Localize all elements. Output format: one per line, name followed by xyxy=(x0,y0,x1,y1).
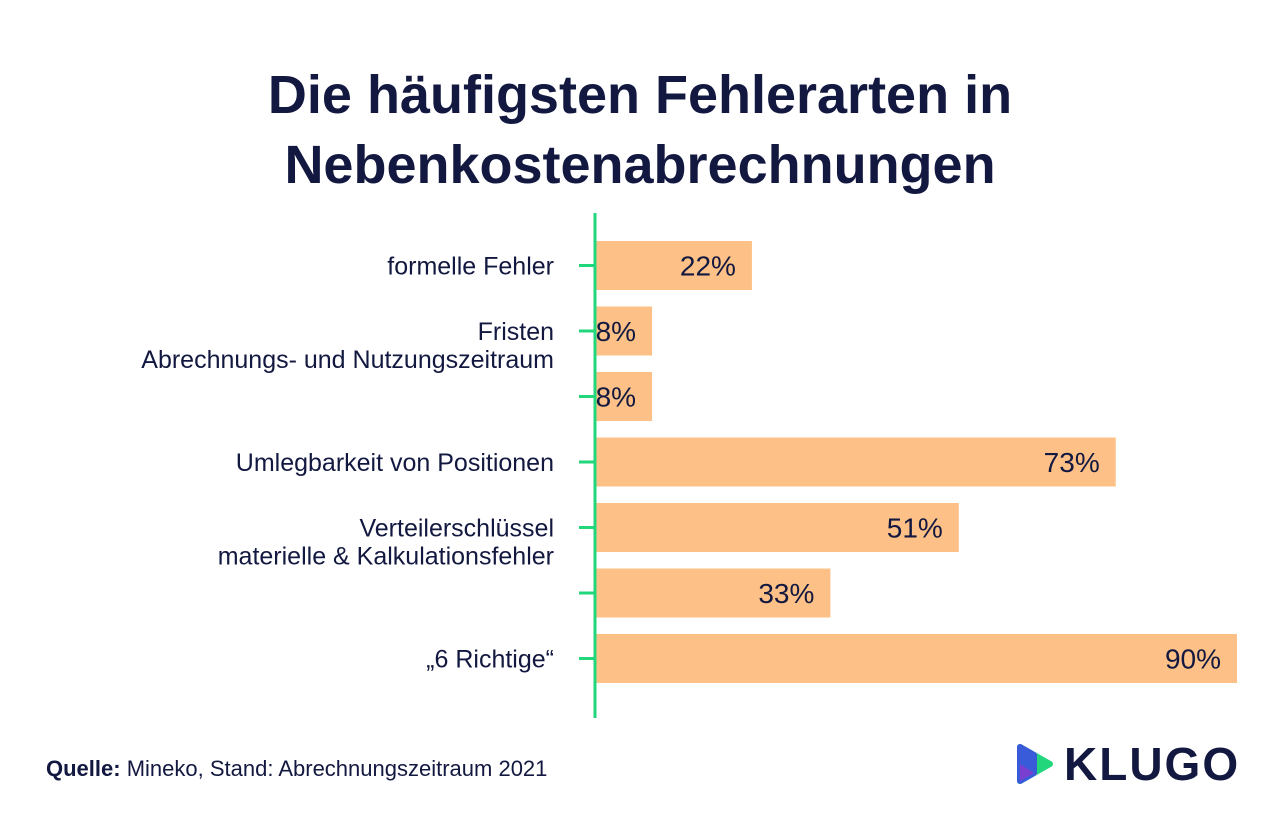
category-label: materielle & Kalkulationsfehler xyxy=(218,543,554,571)
chart-title: Die häufigsten Fehlerarten in Nebenkoste… xyxy=(0,60,1280,200)
category-label: Abrechnungs- und Nutzungszeitraum xyxy=(141,346,554,374)
data-label: 8% xyxy=(596,316,636,347)
data-label: 73% xyxy=(1044,447,1100,478)
bar xyxy=(595,372,653,421)
bar xyxy=(595,306,653,356)
source-label: Quelle: xyxy=(46,756,121,781)
bar xyxy=(595,241,752,290)
klugo-play-icon xyxy=(1017,744,1053,784)
bar xyxy=(595,568,831,618)
bar xyxy=(595,503,959,552)
category-label: „6 Richtige“ xyxy=(426,646,554,674)
category-label: formelle Fehler xyxy=(387,253,554,281)
data-label: 8% xyxy=(596,382,636,413)
data-label: 90% xyxy=(1165,644,1221,675)
chart-title-line-1: Die häufigsten Fehlerarten in xyxy=(267,65,1013,125)
source-note: Quelle: Mineko, Stand: Abrechnungszeitra… xyxy=(46,756,547,782)
category-label: Umlegbarkeit von Positionen xyxy=(236,449,554,477)
data-label: 51% xyxy=(887,513,943,544)
logo-text: KLUGO xyxy=(1064,738,1241,790)
source-text: Mineko, Stand: Abrechnungszeitraum 2021 xyxy=(120,756,548,781)
chart-title-line-2: Nebenkostenabrechnungen xyxy=(284,135,996,195)
data-label: 22% xyxy=(680,251,736,282)
bar xyxy=(595,437,1116,487)
bar xyxy=(595,634,1237,683)
data-label: 33% xyxy=(758,578,814,609)
klugo-logo: KLUGO xyxy=(1016,736,1240,792)
category-label: Verteilerschlüssel xyxy=(359,515,554,543)
category-label: Fristen xyxy=(478,318,554,346)
